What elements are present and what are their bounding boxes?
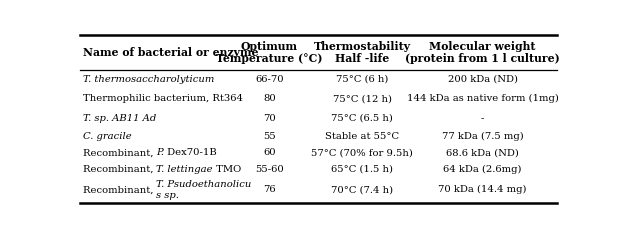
Text: Thermophilic bacterium, Rt364: Thermophilic bacterium, Rt364: [83, 94, 243, 103]
Text: Optimum
Temperature (°C): Optimum Temperature (°C): [216, 40, 323, 64]
Text: T. Psudoethanolicu
s sp.: T. Psudoethanolicu s sp.: [156, 180, 251, 200]
Text: 65°C (1.5 h): 65°C (1.5 h): [331, 165, 393, 174]
Text: 68.6 kDa (ND): 68.6 kDa (ND): [446, 148, 519, 157]
Text: 57°C (70% for 9.5h): 57°C (70% for 9.5h): [311, 148, 413, 157]
Text: 70: 70: [263, 114, 276, 123]
Text: 55: 55: [263, 132, 276, 141]
Text: Dex70-1B: Dex70-1B: [164, 148, 217, 157]
Text: 76: 76: [263, 185, 276, 194]
Text: C. gracile: C. gracile: [83, 132, 131, 141]
Text: Recombinant,: Recombinant,: [83, 185, 156, 194]
Text: 144 kDa as native form (1mg): 144 kDa as native form (1mg): [407, 94, 559, 103]
Text: 66-70: 66-70: [255, 75, 284, 84]
Text: T. sp. AB11 Ad: T. sp. AB11 Ad: [83, 114, 156, 123]
Text: T. lettingae: T. lettingae: [156, 165, 213, 174]
Text: 75°C (6.5 h): 75°C (6.5 h): [332, 114, 393, 123]
Text: 200 kDa (ND): 200 kDa (ND): [448, 75, 518, 84]
Text: 75°C (12 h): 75°C (12 h): [333, 94, 392, 103]
Text: TMO: TMO: [213, 165, 241, 174]
Text: Recombinant,: Recombinant,: [83, 148, 156, 157]
Text: Stable at 55°C: Stable at 55°C: [325, 132, 399, 141]
Text: Name of bacterial or enzyme: Name of bacterial or enzyme: [83, 47, 258, 58]
Text: 64 kDa (2.6mg): 64 kDa (2.6mg): [443, 165, 522, 174]
Text: Recombinant,: Recombinant,: [83, 165, 156, 174]
Text: Molecular weight
(protein from 1 l culture): Molecular weight (protein from 1 l cultu…: [406, 40, 560, 64]
Text: P.: P.: [156, 148, 164, 157]
Text: Thermostability
Half -life: Thermostability Half -life: [313, 40, 411, 64]
Text: 80: 80: [263, 94, 276, 103]
Text: 70 kDa (14.4 mg): 70 kDa (14.4 mg): [439, 185, 527, 194]
Text: T. thermosaccharolyticum: T. thermosaccharolyticum: [83, 75, 214, 84]
Text: 60: 60: [263, 148, 276, 157]
Text: -: -: [481, 114, 485, 123]
Text: 77 kDa (7.5 mg): 77 kDa (7.5 mg): [442, 132, 524, 141]
Text: 70°C (7.4 h): 70°C (7.4 h): [331, 185, 393, 194]
Text: 75°C (6 h): 75°C (6 h): [336, 75, 388, 84]
Text: 55-60: 55-60: [255, 165, 284, 174]
